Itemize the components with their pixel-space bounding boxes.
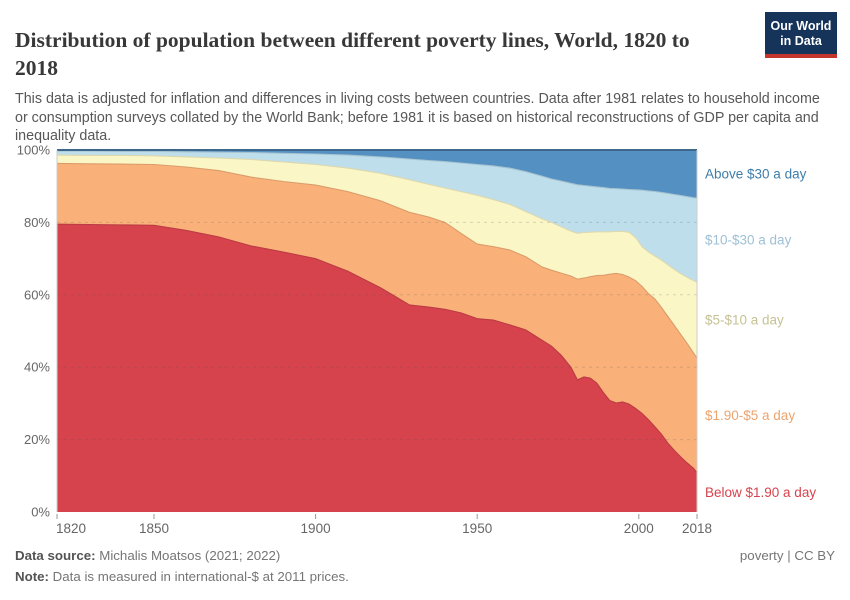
owid-logo[interactable]: Our World in Data — [765, 12, 837, 58]
note-label: Note: — [15, 569, 49, 584]
note-line: Note: Data is measured in international-… — [15, 569, 349, 584]
logo-line-1: Our World — [770, 19, 832, 33]
chart-area: 0% 20% 40% 60% 80% 100% 1820 1850 1900 1950 2000 20… — [0, 140, 850, 545]
chart-footer: Data source: Michalis Moatsos (2021; 202… — [15, 545, 835, 587]
y-tick-label-0: 0% — [31, 505, 50, 520]
page-title: Distribution of population between diffe… — [15, 28, 690, 81]
area-below-1-90-a-day[interactable] — [57, 224, 697, 512]
x-tick-label-1820: 1820 — [56, 521, 86, 536]
x-tick-label-2018: 2018 — [682, 521, 712, 536]
series-label-below-1-90-a-day[interactable]: Below $1.90 a day — [705, 485, 816, 500]
y-tick-label-100: 100% — [17, 143, 51, 158]
series-label-5-10-a-day[interactable]: $5-$10 a day — [705, 313, 784, 328]
x-tick-label-1900: 1900 — [301, 521, 331, 536]
area-5-10-a-day[interactable] — [57, 155, 697, 359]
x-tick-label-1950: 1950 — [462, 521, 492, 536]
area-10-30-a-day[interactable] — [57, 151, 697, 283]
data-source-text: Michalis Moatsos (2021; 2022) — [95, 548, 281, 563]
y-tick-label-80: 80% — [24, 215, 50, 230]
x-tick-label-2000: 2000 — [624, 521, 654, 536]
series-label-above-30-a-day[interactable]: Above $30 a day — [705, 167, 807, 182]
edge-5-10-a-day — [56, 154, 698, 283]
license-text[interactable]: poverty | CC BY — [739, 548, 835, 563]
x-tick-label-1850: 1850 — [139, 521, 169, 536]
y-tick-label-60: 60% — [24, 287, 50, 302]
edge-1-90-5-a-day — [56, 162, 698, 359]
data-source-label: Data source: — [15, 548, 96, 563]
edge-below-1-90-a-day — [56, 223, 698, 474]
logo-line-2: in Data — [780, 34, 822, 48]
poverty-lines-stacked-area-chart: 0% 20% 40% 60% 80% 100% 1820 1850 1900 1950 2000 20… — [17, 143, 817, 537]
note-text: Data is measured in international-$ at 2… — [48, 569, 349, 584]
series-label-1-90-5-a-day[interactable]: $1.90-$5 a day — [705, 408, 795, 423]
y-tick-label-40: 40% — [24, 360, 50, 375]
area-above-30-a-day[interactable] — [57, 150, 697, 199]
chart-subtitle: This data is adjusted for inflation and … — [15, 91, 820, 145]
edge-10-30-a-day — [57, 150, 698, 199]
area-1-90-5-a-day[interactable] — [57, 163, 697, 473]
series-label-10-30-a-day[interactable]: $10-$30 a day — [705, 233, 792, 248]
data-source-line: Data source: Michalis Moatsos (2021; 202… — [15, 545, 280, 566]
y-tick-label-20: 20% — [24, 432, 50, 447]
